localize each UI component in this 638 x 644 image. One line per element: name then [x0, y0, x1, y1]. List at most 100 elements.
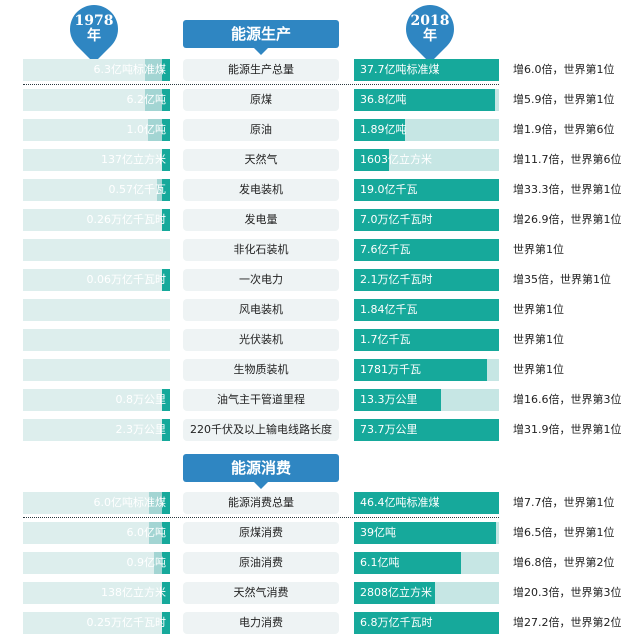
production-fill-2018-8	[354, 299, 499, 321]
production-category-9: 光伏装机	[183, 329, 339, 351]
consumption-bar-1978-3: 138亿立方米	[23, 582, 170, 604]
consumption-cap-1978-3	[162, 582, 170, 604]
production-bar-1978-3: 137亿立方米	[23, 149, 170, 171]
production-category-12: 220千伏及以上输电线路长度	[183, 419, 339, 441]
consumption-category-0: 能源消费总量	[183, 492, 339, 514]
consumption-category-3: 天然气消费	[183, 582, 339, 604]
production-value-2018-12: 73.7万公里	[360, 423, 418, 436]
consumption-bar-2018-0: 46.4亿吨标准煤	[354, 492, 499, 514]
production-note-2: 增1.9倍，世界第6位	[513, 123, 615, 136]
production-fill-2018-10	[354, 359, 487, 381]
production-bar-2018-12: 73.7万公里	[354, 419, 499, 441]
consumption-value-1978-3: 138亿立方米	[101, 586, 166, 599]
production-bar-2018-6: 7.6亿千瓦	[354, 239, 499, 261]
consumption-bar-2018-3: 2808亿立方米	[354, 582, 499, 604]
production-category-3: 天然气	[183, 149, 339, 171]
production-cap-1978-12	[162, 419, 170, 441]
production-fill-2018-4	[354, 179, 499, 201]
production-bar-1978-6	[23, 239, 170, 261]
production-note-11: 增16.6倍，世界第3位	[513, 393, 622, 406]
badge-suffix-2018: 年	[423, 28, 437, 44]
production-value-2018-2: 1.89亿吨	[360, 123, 407, 136]
consumption-note-1: 增6.5倍，世界第1位	[513, 526, 615, 539]
production-cap-1978-5	[162, 209, 170, 231]
production-category-10: 生物质装机	[183, 359, 339, 381]
production-value-1978-7: 0.06万亿千瓦时	[86, 273, 167, 286]
consumption-bar-1978-0: 6.0亿吨标准煤	[23, 492, 170, 514]
consumption-cap-1978-0	[162, 492, 170, 514]
production-note-4: 增33.3倍，世界第1位	[513, 183, 622, 196]
production-bar-1978-0: 6.3亿吨标准煤	[23, 59, 170, 81]
consumption-value-2018-2: 6.1亿吨	[360, 556, 400, 569]
consumption-value-1978-1: 6.0亿吨	[126, 526, 167, 539]
production-value-1978-0: 6.3亿吨标准煤	[93, 63, 167, 76]
production-cap-1978-3	[162, 149, 170, 171]
production-cap-1978-11	[162, 389, 170, 411]
consumption-fill-2018-3	[354, 582, 435, 604]
production-bar-1978-11: 0.8万公里	[23, 389, 170, 411]
production-category-0: 能源生产总量	[183, 59, 339, 81]
production-cap-1978-2	[162, 119, 170, 141]
production-bar-1978-7: 0.06万亿千瓦时	[23, 269, 170, 291]
production-value-2018-10: 1781万千瓦	[360, 363, 421, 376]
production-note-6: 世界第1位	[513, 243, 564, 256]
production-value-1978-2: 1.0亿吨	[126, 123, 167, 136]
consumption-fill-2018-1	[354, 522, 496, 544]
production-bar-1978-1: 6.2亿吨	[23, 89, 170, 111]
badge-suffix-1978: 年	[87, 28, 101, 44]
production-bar-1978-5: 0.26万亿千瓦时	[23, 209, 170, 231]
production-fill-2018-11	[354, 389, 441, 411]
consumption-value-2018-4: 6.8万亿千瓦时	[360, 616, 433, 629]
consumption-value-1978-4: 0.25万亿千瓦时	[86, 616, 167, 629]
consumption-fill-2018-4	[354, 612, 499, 634]
production-value-2018-6: 7.6亿千瓦	[360, 243, 411, 256]
production-category-1: 原煤	[183, 89, 339, 111]
consumption-cap-1978-4	[162, 612, 170, 634]
production-value-1978-11: 0.8万公里	[115, 393, 167, 406]
production-value-2018-11: 13.3万公里	[360, 393, 418, 406]
consumption-bar-2018-2: 6.1亿吨	[354, 552, 499, 574]
production-cap-1978-4	[162, 179, 170, 201]
consumption-category-2: 原油消费	[183, 552, 339, 574]
production-bar-2018-2: 1.89亿吨	[354, 119, 499, 141]
production-bar-1978-9	[23, 329, 170, 351]
production-fill-2018-12	[354, 419, 499, 441]
production-note-0: 增6.0倍，世界第1位	[513, 63, 615, 76]
production-cap-1978-7	[162, 269, 170, 291]
consumption-category-1: 原煤消费	[183, 522, 339, 544]
production-bar-1978-4: 0.57亿千瓦	[23, 179, 170, 201]
consumption-note-2: 增6.8倍，世界第2位	[513, 556, 615, 569]
consumption-value-2018-0: 46.4亿吨标准煤	[360, 496, 440, 509]
section-title-production: 能源生产	[183, 20, 339, 48]
production-note-8: 世界第1位	[513, 303, 564, 316]
production-note-3: 增11.7倍，世界第6位	[513, 153, 622, 166]
production-fill-2018-6	[354, 239, 499, 261]
production-bar-2018-0: 37.7亿吨标准煤	[354, 59, 499, 81]
production-value-1978-12: 2.3万公里	[115, 423, 167, 436]
divider-consumption	[23, 517, 499, 518]
production-value-2018-0: 37.7亿吨标准煤	[360, 63, 440, 76]
consumption-bar-1978-2: 0.9亿吨	[23, 552, 170, 574]
production-value-2018-9: 1.7亿千瓦	[360, 333, 411, 346]
consumption-value-1978-2: 0.9亿吨	[126, 556, 167, 569]
production-bar-2018-8: 1.84亿千瓦	[354, 299, 499, 321]
section-title-consumption: 能源消费	[183, 454, 339, 482]
consumption-cap-1978-1	[162, 522, 170, 544]
consumption-category-4: 电力消费	[183, 612, 339, 634]
production-category-4: 发电装机	[183, 179, 339, 201]
consumption-note-4: 增27.2倍，世界第2位	[513, 616, 622, 629]
production-fill-2018-7	[354, 269, 499, 291]
production-note-10: 世界第1位	[513, 363, 564, 376]
production-value-1978-5: 0.26万亿千瓦时	[86, 213, 167, 226]
production-bar-1978-8	[23, 299, 170, 321]
badge-year-1978: 1978	[74, 13, 114, 29]
consumption-bar-1978-4: 0.25万亿千瓦时	[23, 612, 170, 634]
divider-production	[23, 84, 499, 85]
production-note-1: 增5.9倍，世界第1位	[513, 93, 615, 106]
production-bar-1978-10	[23, 359, 170, 381]
production-bar-2018-7: 2.1万亿千瓦时	[354, 269, 499, 291]
production-value-2018-1: 36.8亿吨	[360, 93, 407, 106]
production-bar-2018-5: 7.0万亿千瓦时	[354, 209, 499, 231]
consumption-value-2018-1: 39亿吨	[360, 526, 396, 539]
consumption-bar-2018-4: 6.8万亿千瓦时	[354, 612, 499, 634]
